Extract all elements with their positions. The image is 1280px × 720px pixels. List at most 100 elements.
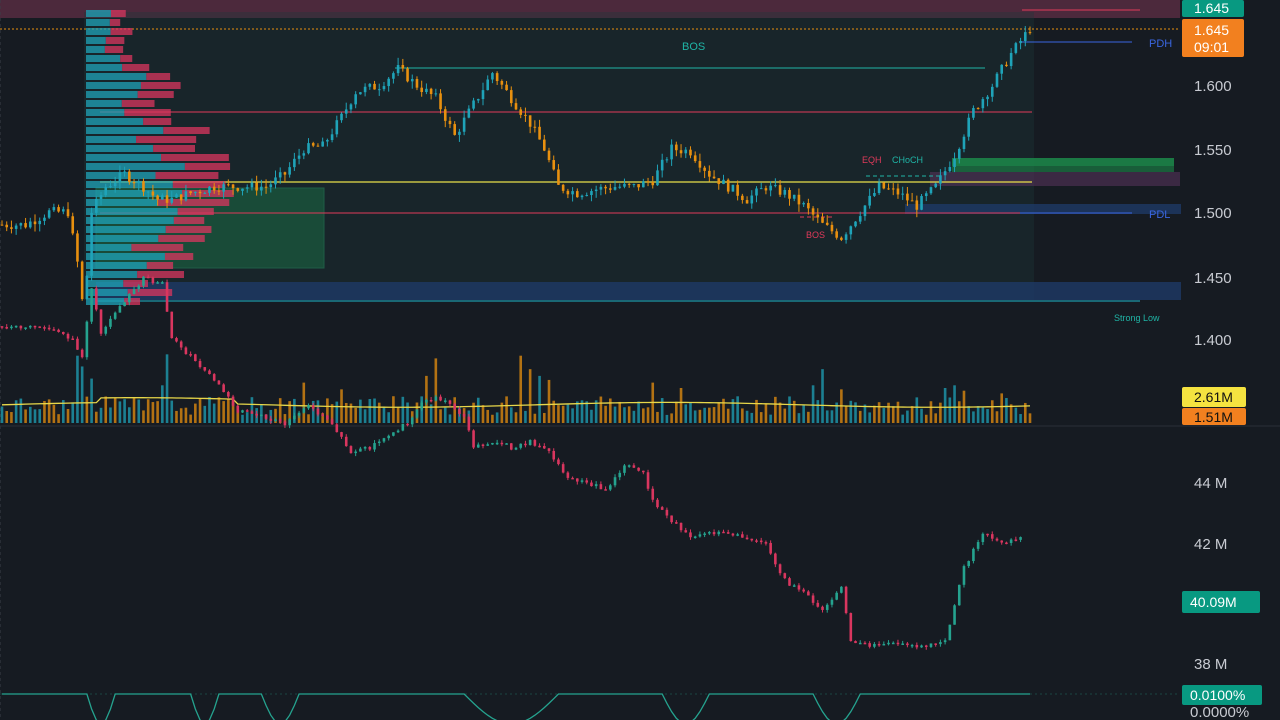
volume-bar [439,409,442,423]
volume-bar [538,375,541,423]
cvd-candle [538,445,541,448]
price-candle [321,141,324,147]
volume-bar [858,410,862,423]
cvd-candle [986,533,989,536]
cvd-candle [76,338,79,350]
price-candle [458,131,461,135]
cvd-candle [759,540,763,543]
price-candle [175,194,178,198]
volume-bar [750,412,754,423]
volume-bar [514,412,518,423]
price-tick-1500: 1.500 [1194,205,1232,222]
cvd-candle [264,414,268,419]
price-candle [623,183,626,187]
cvd-tag-text: 40.09M [1190,594,1237,610]
price-candle [576,191,579,198]
cvd-candle [66,333,70,339]
volume-tag-2-text: 1.51M [1194,409,1233,425]
cvd-candle [816,602,820,607]
price-candle [344,109,348,114]
price-candle [524,114,527,116]
profile-bar-sell [163,127,210,134]
price-candle [269,184,273,188]
price-candle [590,191,593,196]
cvd-candle [882,643,886,646]
cvd-candle [571,477,574,480]
cvd-candle [722,531,725,534]
volume-bar [910,406,914,423]
pdh-label: PDH [1149,38,1172,50]
cvd-candle [906,643,909,646]
profile-bar-sell [120,55,133,62]
profile-bar-sell [182,190,234,197]
cvd-candle [382,438,386,442]
cvd-candle [915,644,919,648]
profile-bar-sell [131,244,184,251]
volume-bar [302,382,306,423]
profile-bar-sell [136,136,197,143]
cvd-candle [868,643,871,647]
volume-bar [995,411,999,423]
cvd-candle [877,643,881,646]
price-candle [132,182,136,184]
volume-bar [382,407,386,423]
price-candle [967,117,970,137]
volume-bar [137,399,141,423]
profile-bar-buy [86,271,138,278]
cvd-candle [670,515,673,523]
price-candle [656,170,659,186]
profile-bar-buy [86,226,166,233]
cvd-candle [957,584,961,606]
cvd-candle [920,645,923,648]
volume-bar [175,410,178,423]
price-candle [392,73,395,79]
price-candle [788,190,791,199]
volume-bar [217,397,221,423]
profile-bar-buy [86,28,111,35]
cvd-candle [47,327,51,330]
cvd-candle [741,534,744,538]
axis-tags: 1.645 1.645 09:01 2.61M 1.51M 40.09M 0.0… [1182,0,1262,720]
price-candle [717,178,721,185]
price-candle [792,194,796,199]
volume-tag-1-text: 2.61M [1194,389,1233,405]
volume-bar [113,398,117,423]
cvd-candle [274,419,277,421]
price-candle [783,190,787,195]
cvd-candle [675,522,678,524]
volume-bar [90,378,93,423]
price-candle [825,222,829,225]
volume-bar [85,396,89,423]
volume-bar [887,402,890,423]
volume-bar [1019,414,1022,423]
cvd-candle [24,327,27,329]
cvd-candle [448,400,452,404]
cvd-candle [811,595,815,603]
price-candle [293,158,296,168]
cvd-candle [283,421,287,426]
price-candle [137,181,141,184]
volume-bar [679,388,683,423]
profile-bar-buy [86,262,147,269]
price-candle [14,225,18,229]
volume-bar [778,402,782,423]
volume-bar [821,369,824,423]
price-candle [264,186,268,188]
cvd-candle [934,643,937,645]
volume-bar [387,412,390,423]
profile-bar-sell [110,28,133,35]
price-candle [849,226,853,235]
cvd-candle [458,409,461,414]
volume-bar [359,399,362,423]
volume-bar [260,404,263,423]
price-candle [109,186,112,188]
profile-bar-buy [86,217,174,224]
volume-bar [953,385,956,423]
cvd-candle [467,416,471,431]
cvd-candle [679,522,683,531]
profile-bar-sell [140,82,181,89]
volume-bar [311,400,315,423]
cvd-candle [321,414,324,416]
price-candle [835,231,838,238]
